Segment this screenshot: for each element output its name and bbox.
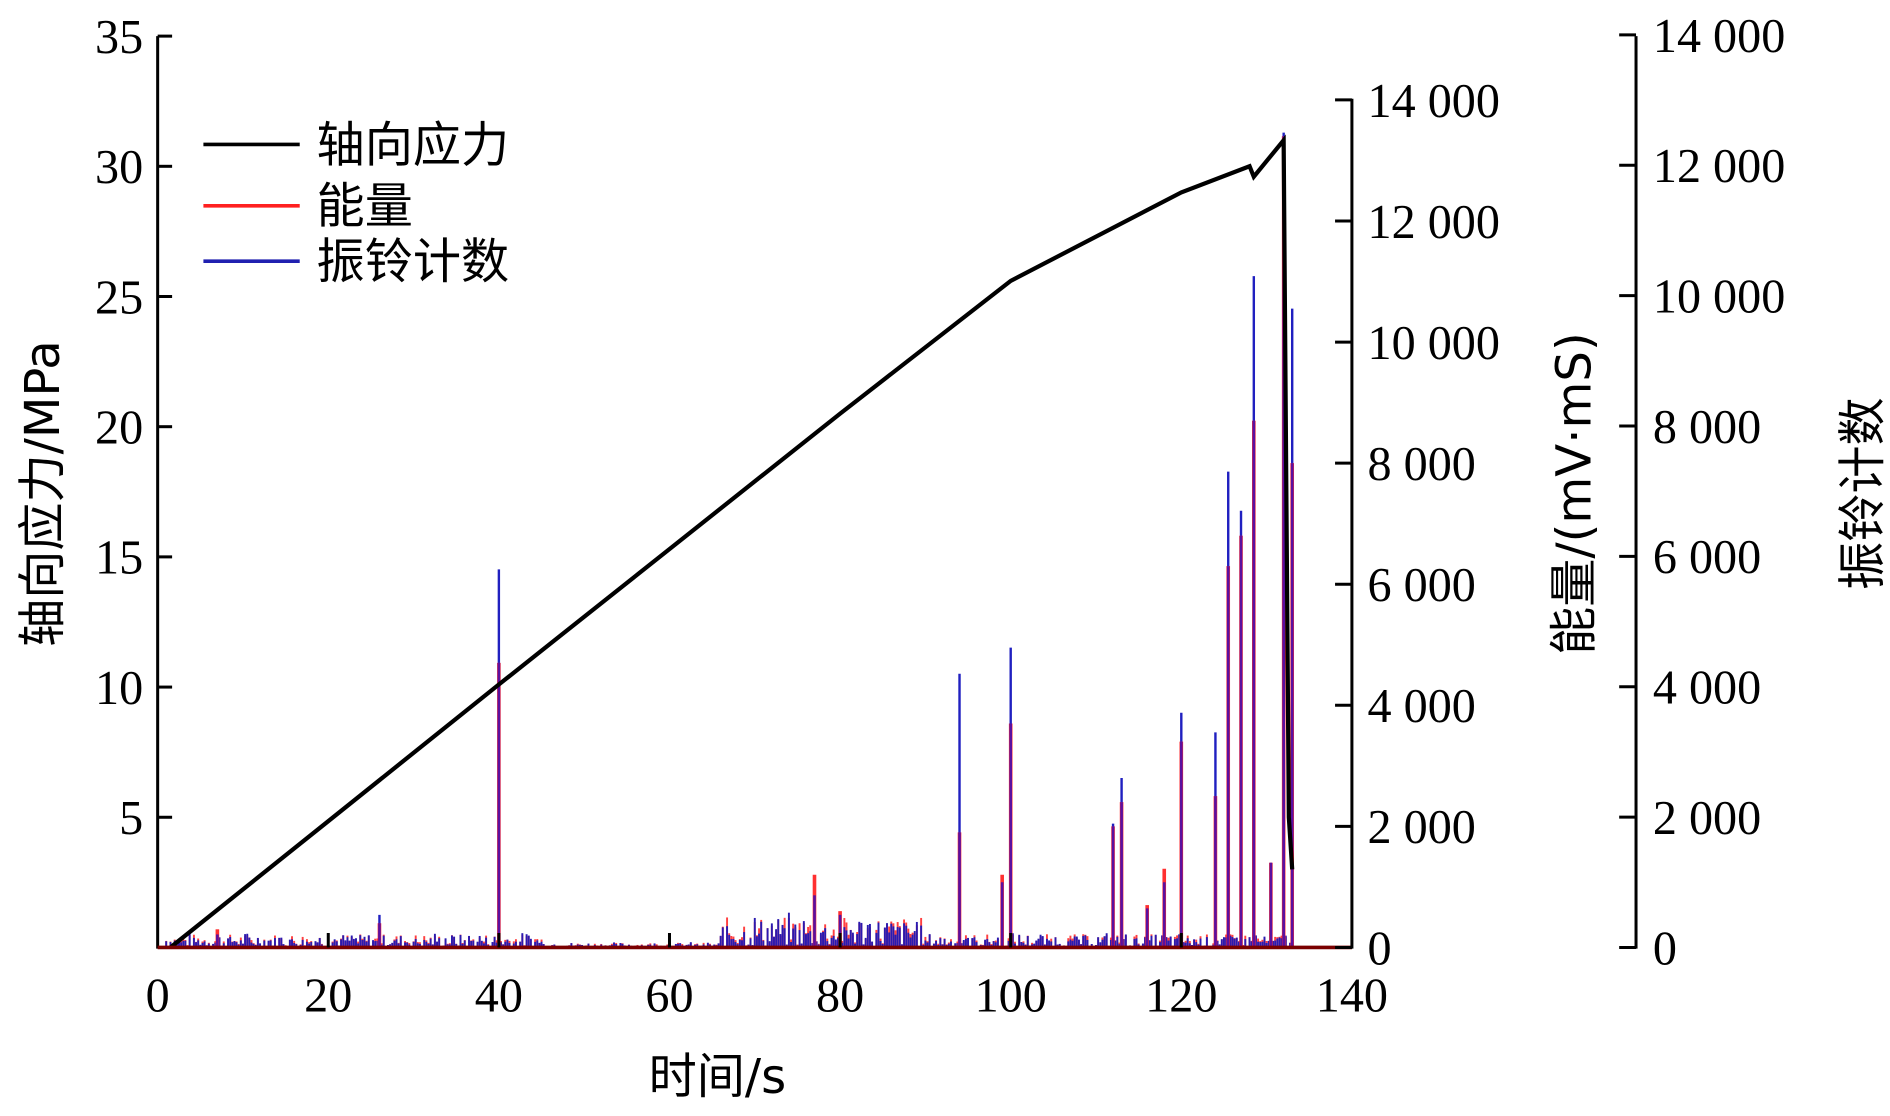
y-count-tick-label: 6 000: [1653, 531, 1761, 584]
y-count-tick-label: 2 000: [1653, 792, 1761, 845]
y-energy-tick-label: 8 000: [1368, 438, 1476, 491]
left-axis: 5 10 15 20 25 30 35: [95, 11, 173, 949]
y-count-tick-label: 12 000: [1653, 140, 1785, 193]
x-tick-label: 20: [304, 969, 352, 1022]
legend-label-count: 振铃计数: [317, 234, 510, 290]
y-left-tick-label: 10: [95, 662, 143, 715]
x-tick-label: 100: [975, 969, 1047, 1022]
y-energy-tick-label: 4 000: [1368, 680, 1476, 733]
x-axis-label: 时间/s: [649, 1049, 787, 1105]
y-axis-label-left: 轴向应力/MPa: [15, 340, 71, 647]
right-axis-energy: 0 2 000 4 000 6 000 8 000 10 000 12 000 14 000: [1335, 75, 1500, 975]
y-left-tick-label: 5: [119, 792, 143, 845]
y-left-tick-label: 35: [95, 11, 143, 64]
y-energy-tick-label: 6 000: [1368, 559, 1476, 612]
x-tick-label: 120: [1145, 969, 1217, 1022]
x-axis-ticks: 0 20 40 60 80 100 120 140: [146, 933, 1388, 1022]
y-energy-tick-label: 14 000: [1368, 75, 1500, 128]
y-left-tick-label: 15: [95, 532, 143, 585]
legend-label-stress: 轴向应力: [317, 117, 510, 173]
y-energy-tick-label: 2 000: [1368, 801, 1476, 854]
x-tick-label: 40: [475, 969, 523, 1022]
y-energy-tick-label: 12 000: [1368, 196, 1500, 249]
x-tick-label: 0: [146, 969, 170, 1022]
y-energy-tick-label: 0: [1368, 922, 1392, 975]
x-tick-label: 140: [1316, 969, 1388, 1022]
y-count-tick-label: 10 000: [1653, 270, 1785, 323]
y-left-tick-label: 25: [95, 271, 143, 324]
legend: 轴向应力 能量 振铃计数: [203, 117, 509, 290]
y-left-tick-label: 20: [95, 402, 143, 455]
x-tick-label: 60: [645, 969, 693, 1022]
stress-line: [169, 134, 1295, 950]
y-count-tick-label: 14 000: [1653, 10, 1785, 63]
legend-label-energy: 能量: [317, 179, 413, 235]
right-axis-count: 0 2 000 4 000 6 000 8 000 10 000 12 000 14 000: [1619, 10, 1785, 975]
y-count-tick-label: 0: [1653, 922, 1677, 975]
y-axis-label-energy: 能量/(mV·mS): [1546, 332, 1602, 655]
y-energy-tick-label: 10 000: [1368, 317, 1500, 370]
y-left-tick-label: 30: [95, 141, 143, 194]
y-count-tick-label: 4 000: [1653, 662, 1761, 715]
y-count-tick-label: 8 000: [1653, 401, 1761, 454]
x-tick-label: 80: [816, 969, 864, 1022]
y-axis-label-count: 振铃计数: [1835, 397, 1890, 590]
